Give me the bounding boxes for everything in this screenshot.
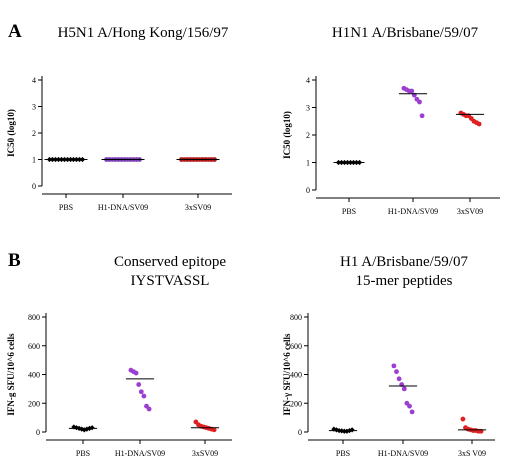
data-point	[349, 427, 355, 433]
data-point	[396, 376, 402, 382]
y-axis-label: IC50 (log10)	[6, 109, 16, 157]
data-point	[409, 409, 415, 415]
data-point	[146, 406, 152, 412]
x-tick-label: H1-DNA/SV09	[115, 449, 165, 458]
x-tick-label: PBS	[336, 449, 350, 458]
data-point	[407, 403, 412, 409]
y-tick-label: 1	[306, 159, 310, 168]
y-tick-label: 400	[28, 371, 40, 380]
y-axis-label: IC50 (log10)	[282, 111, 292, 159]
x-tick-label: PBS	[342, 207, 356, 216]
chart-title: IYSTVASSL	[131, 273, 210, 289]
data-point	[391, 363, 397, 369]
chart-title: H5N1 A/Hong Kong/156/97	[58, 25, 229, 41]
y-tick-label: 200	[28, 399, 40, 408]
data-point	[133, 370, 139, 376]
y-tick-label: 4	[32, 76, 36, 85]
x-tick-label: PBS	[76, 449, 90, 458]
chart-title: Conserved epitope	[114, 254, 226, 270]
y-axis-label: IFN-g SFU/10^6 cells	[6, 333, 16, 416]
x-tick-label: H1-DNA/SV09	[388, 207, 438, 216]
chart-3: Conserved epitope IYSTVASSL IFN-g SFU/10^6…	[6, 254, 232, 458]
x-tick-label: 3xSV09	[185, 203, 211, 212]
data-point	[460, 416, 466, 422]
y-tick-label: 0	[32, 182, 36, 191]
y-axis-label: IFN-γ SFU/10^6 cells	[282, 333, 292, 415]
x-tick-label: 3xSV09	[192, 449, 218, 458]
y-tick-label: 800	[28, 313, 40, 322]
x-tick-label: PBS	[59, 203, 73, 212]
y-tick-label: 4	[306, 76, 310, 85]
y-tick-label: 0	[36, 428, 40, 437]
y-tick-label: 2	[306, 131, 310, 140]
data-point	[141, 393, 147, 399]
data-point	[419, 113, 425, 119]
data-point	[89, 425, 95, 431]
y-tick-label: 0	[298, 428, 302, 437]
data-point	[409, 88, 415, 94]
y-tick-label: 200	[290, 399, 302, 408]
y-tick-label: 600	[290, 342, 302, 351]
chart-title: 15-mer peptides	[355, 273, 452, 289]
data-point	[138, 389, 144, 395]
panel-label-b: B	[8, 250, 21, 271]
y-tick-label: 3	[32, 103, 36, 112]
y-tick-label: 1	[32, 156, 36, 165]
data-point	[136, 382, 142, 387]
chart-2: H1N1 A/Brisbane/59/07 IC50 (log10) 0 1 2 3 4 PB…	[282, 25, 500, 216]
y-tick-label: 0	[306, 186, 310, 195]
panel-label-a: A	[8, 21, 22, 42]
chart-title: H1 A/Brisbane/59/07	[340, 254, 468, 270]
data-point	[417, 99, 422, 105]
x-tick-label: H1-DNA/SV09	[378, 449, 428, 458]
chart-4: H1 A/Brisbane/59/07 15-mer peptides IFN-γ …	[282, 254, 495, 458]
x-tick-label: 3xS V09	[458, 449, 486, 458]
y-tick-label: 400	[290, 371, 302, 380]
chart-title: H1N1 A/Brisbane/59/07	[332, 25, 479, 41]
data-point	[211, 427, 217, 433]
data-point	[394, 369, 399, 375]
data-point	[401, 386, 407, 392]
x-tick-label: H1-DNA/SV09	[98, 203, 148, 212]
y-tick-label: 2	[32, 129, 36, 138]
y-tick-label: 3	[306, 104, 310, 113]
y-tick-label: 600	[28, 342, 40, 351]
chart-1: H5N1 A/Hong Kong/156/97 IC50 (log10) 0 1 2 3 4…	[6, 25, 232, 212]
x-tick-label: 3xSV09	[457, 207, 483, 216]
data-point	[476, 121, 482, 127]
y-tick-label: 800	[290, 313, 302, 322]
charts: H5N1 A/Hong Kong/156/97 IC50 (log10) 0 1 2 3 4…	[6, 25, 500, 458]
